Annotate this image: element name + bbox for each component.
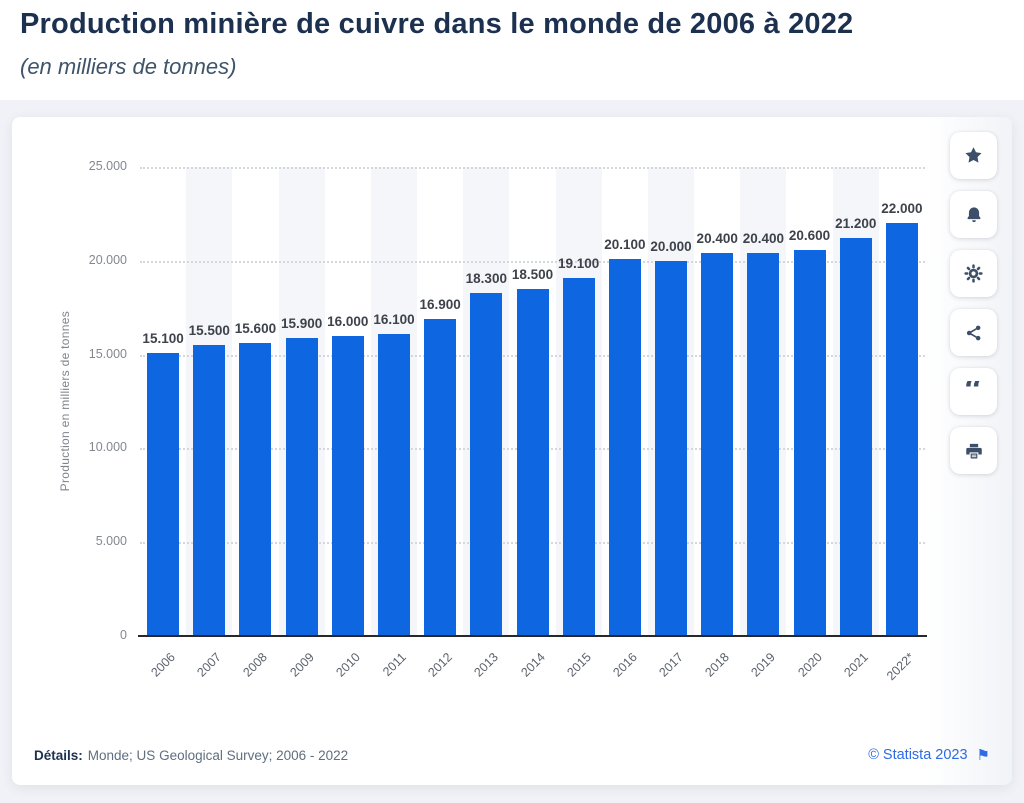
gridline xyxy=(140,260,925,263)
cite-button[interactable]: “ xyxy=(950,368,997,415)
bar[interactable] xyxy=(885,223,918,636)
bar[interactable] xyxy=(562,277,595,636)
x-tick-label: 2020 xyxy=(794,650,825,680)
print-button[interactable] xyxy=(950,427,997,474)
x-tick-label: 2013 xyxy=(471,650,502,680)
quote-icon: “ xyxy=(963,380,984,403)
y-tick-label: 0 xyxy=(120,628,127,642)
x-tick-label: 2006 xyxy=(148,650,179,680)
statista-credit-link[interactable]: © Statista 2023 ⚑ xyxy=(868,747,990,763)
bell-icon xyxy=(964,205,984,225)
x-tick-label: 2008 xyxy=(240,650,271,680)
bar-value-label: 18.300 xyxy=(465,270,507,286)
bar-value-label: 15.100 xyxy=(142,330,184,346)
alert-button[interactable] xyxy=(950,191,997,238)
bar-value-label: 20.400 xyxy=(696,231,738,247)
bar-value-label: 16.100 xyxy=(373,311,415,327)
x-tick-label: 2015 xyxy=(564,650,594,680)
x-axis-line xyxy=(138,635,927,637)
bar-value-label: 20.600 xyxy=(788,227,831,243)
bar[interactable] xyxy=(331,335,364,636)
y-tick-label: 20.000 xyxy=(88,252,127,267)
y-tick-label: 15.000 xyxy=(88,346,127,361)
bar-value-label: 20.000 xyxy=(650,238,692,254)
bar[interactable] xyxy=(747,253,780,636)
bar[interactable] xyxy=(285,337,318,636)
page-title: Production minière de cuivre dans le mon… xyxy=(20,8,854,40)
bar[interactable] xyxy=(147,352,180,636)
bar[interactable] xyxy=(839,238,872,636)
flag-icon: ⚑ xyxy=(976,746,990,764)
x-tick-label: 2021 xyxy=(841,650,871,680)
bar-value-label: 15.600 xyxy=(234,321,277,337)
bar[interactable] xyxy=(701,253,734,636)
bar[interactable] xyxy=(377,333,410,636)
x-tick-label: 2007 xyxy=(194,650,225,680)
details-label: Détails: xyxy=(34,747,83,763)
bar-value-label: 21.200 xyxy=(835,216,877,232)
bar[interactable] xyxy=(424,318,457,636)
credit-text: © Statista 2023 xyxy=(868,747,968,763)
chart-toolbar: “ xyxy=(950,132,997,474)
x-tick-label: 2012 xyxy=(425,650,456,680)
y-axis-title-wrap: Production en milliers de tonnes xyxy=(58,167,72,636)
bar-value-label: 15.500 xyxy=(188,323,230,339)
bar[interactable] xyxy=(516,288,549,636)
y-axis-title: Production en milliers de tonnes xyxy=(58,311,72,492)
bar-value-label: 20.100 xyxy=(604,236,646,252)
x-tick-label: 2018 xyxy=(702,650,733,680)
bar-value-label: 16.000 xyxy=(327,313,369,329)
gear-icon xyxy=(963,263,984,284)
chart-plot: 0 5.000 10.000 15.000 20.000 25.000 15.100 2006… xyxy=(89,159,927,683)
x-tick-label: 2014 xyxy=(517,650,548,680)
y-tick-label: 10.000 xyxy=(88,440,127,455)
star-icon xyxy=(963,145,984,166)
bar-value-label: 16.900 xyxy=(419,296,461,312)
chart-card: Production en milliers de tonnes 0 5.000 1… xyxy=(12,117,1012,785)
bar-value-label: 15.900 xyxy=(280,315,323,331)
bar-value-label: 18.500 xyxy=(511,266,554,282)
details-text: Monde; US Geological Survey; 2006 - 2022 xyxy=(87,747,349,763)
gridline xyxy=(140,167,925,169)
x-tick-label: 2009 xyxy=(286,650,317,680)
bar[interactable] xyxy=(655,260,688,636)
bar-value-label: 22.000 xyxy=(881,201,923,217)
share-icon xyxy=(964,323,984,343)
page-header: Production minière de cuivre dans le mon… xyxy=(0,0,1024,100)
x-tick-label: 2016 xyxy=(610,650,640,680)
x-tick-label: 2010 xyxy=(333,650,363,680)
y-tick-label: 25.000 xyxy=(88,159,127,173)
bar-value-label: 19.100 xyxy=(558,255,600,271)
x-tick-label: 2011 xyxy=(380,650,409,679)
bar[interactable] xyxy=(608,258,641,636)
y-tick-label: 5.000 xyxy=(95,534,127,549)
settings-button[interactable] xyxy=(950,250,997,297)
bar[interactable] xyxy=(239,343,272,636)
x-tick-label: 2022* xyxy=(883,650,917,684)
chart-details: Détails: Monde; US Geological Survey; 200… xyxy=(34,748,348,763)
printer-icon xyxy=(964,441,984,461)
share-button[interactable] xyxy=(950,309,997,356)
bar[interactable] xyxy=(793,249,826,636)
bar-value-label: 20.400 xyxy=(742,231,785,247)
page-subtitle: (en milliers de tonnes) xyxy=(20,54,237,79)
chart-section: Production en milliers de tonnes 0 5.000 1… xyxy=(0,100,1024,803)
favorite-button[interactable] xyxy=(950,132,997,179)
bar[interactable] xyxy=(470,292,503,636)
x-tick-label: 2019 xyxy=(748,650,779,680)
card-footer: Détails: Monde; US Geological Survey; 200… xyxy=(34,747,990,763)
bar[interactable] xyxy=(193,345,226,636)
x-tick-label: 2017 xyxy=(656,650,686,680)
